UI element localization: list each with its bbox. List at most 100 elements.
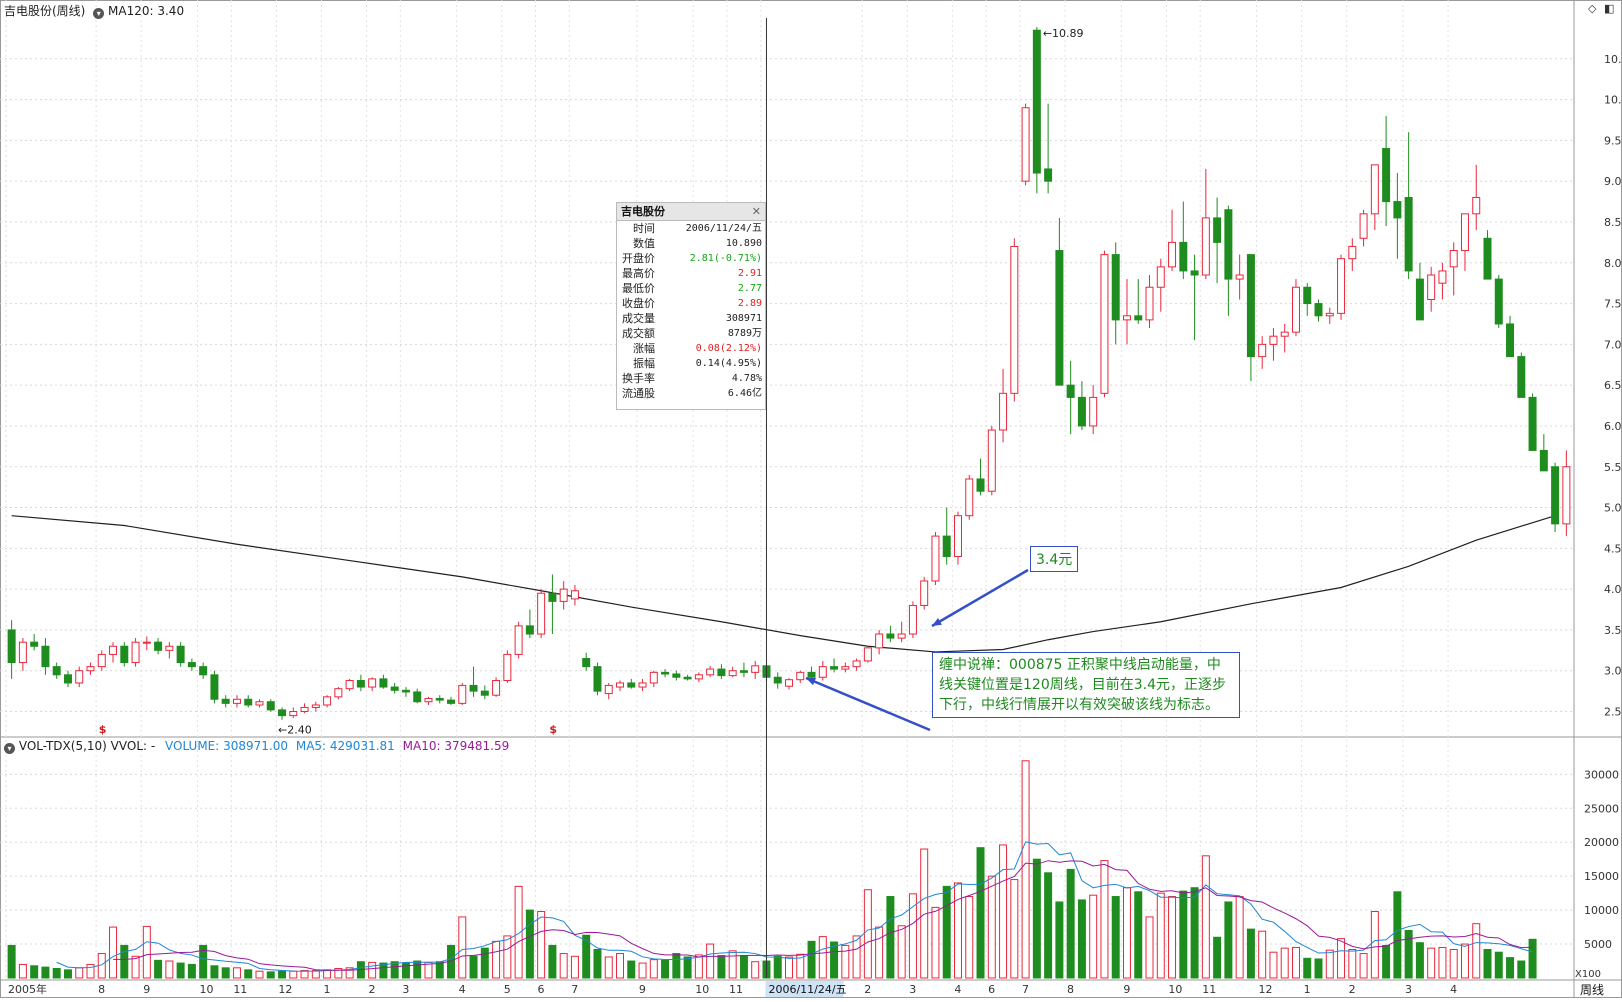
candle-body <box>334 688 343 698</box>
candle <box>390 682 399 694</box>
candle-body <box>379 678 388 688</box>
candle-body <box>1291 286 1300 333</box>
candle-body <box>401 689 410 693</box>
candle <box>447 696 456 705</box>
volume-bar <box>1348 948 1357 979</box>
volume-bar <box>469 955 478 979</box>
candle-body <box>604 684 613 695</box>
volume-bar <box>300 970 309 979</box>
date-tick-label: 4 <box>459 983 466 996</box>
info-row: 数值 10.890 <box>617 236 765 251</box>
volume-bar <box>987 875 996 979</box>
candle-body <box>559 588 568 602</box>
candle <box>796 670 805 683</box>
volume-ma10-line <box>113 860 1533 971</box>
comment-arrow <box>805 676 931 732</box>
gear-icon[interactable]: ▾ <box>4 743 15 754</box>
candle <box>458 682 467 705</box>
volume-bar <box>897 925 906 979</box>
candle-body <box>999 392 1008 431</box>
candle-body <box>210 674 219 700</box>
candle <box>875 629 884 655</box>
volume-bar <box>109 926 118 979</box>
candle <box>548 574 557 635</box>
info-panel[interactable]: 吉电股份 ✕ 时间 2006/11/24/五 数值 10.890 开盘价 2.81(-0.… <box>616 202 766 410</box>
candle-body <box>1100 254 1109 394</box>
volume-bar <box>401 962 410 979</box>
gear-icon[interactable]: ▾ <box>93 8 105 19</box>
candle-body <box>413 691 422 703</box>
volume-bar <box>931 906 940 979</box>
candle-body <box>796 671 805 681</box>
candle-body <box>717 668 726 677</box>
volume-bar <box>954 882 962 979</box>
info-value: 4.78% <box>731 373 762 384</box>
candle <box>830 658 839 673</box>
candle-body <box>728 670 737 677</box>
candle-body <box>1438 270 1447 284</box>
candle <box>1382 115 1391 227</box>
candle <box>1291 279 1300 337</box>
volume-bar <box>751 961 760 979</box>
candle-body <box>875 633 884 649</box>
volume-bar <box>41 966 50 979</box>
info-key: 收盘价 <box>622 297 655 310</box>
candle-body <box>311 704 320 708</box>
volume-bar <box>1303 957 1312 979</box>
candle-body <box>1562 466 1571 525</box>
candle <box>649 670 658 688</box>
candle-body <box>390 686 399 691</box>
candle <box>323 695 332 708</box>
volume-bar <box>593 948 602 979</box>
candle-body <box>920 580 929 606</box>
info-value: 0.14(4.95%) <box>695 358 762 369</box>
candle <box>7 620 16 679</box>
window-icon[interactable]: ◧ <box>1604 2 1615 15</box>
volume-bar <box>345 967 354 979</box>
volume-bar <box>694 954 703 979</box>
candle <box>706 665 715 678</box>
volume-bar <box>311 970 320 979</box>
candle-body <box>1427 274 1436 300</box>
candle-body <box>1449 250 1458 268</box>
price-tick-label: 6.00 <box>1604 420 1622 433</box>
candle <box>41 638 50 675</box>
candle <box>1528 393 1537 451</box>
candle <box>221 695 230 708</box>
candle-body <box>30 641 39 647</box>
volume-bar <box>1168 896 1177 979</box>
candle-body <box>424 697 433 703</box>
candle-body <box>954 515 962 557</box>
candle <box>627 678 636 689</box>
candle <box>30 634 39 651</box>
volume-bar <box>52 967 61 979</box>
candle-body <box>1348 245 1357 260</box>
close-icon[interactable]: ✕ <box>751 205 761 218</box>
candle <box>300 703 309 714</box>
candle <box>1145 275 1154 329</box>
candle-body <box>176 645 185 664</box>
volume-bar <box>1258 930 1267 979</box>
diamond-icon[interactable]: ◇ <box>1588 2 1597 15</box>
volume-grid <box>0 773 1574 945</box>
price-tick-label: 5.00 <box>1604 502 1622 515</box>
candle <box>1134 279 1143 324</box>
candle-body <box>1472 197 1481 215</box>
info-value: 10.890 <box>725 238 762 249</box>
price-tick-label: 7.00 <box>1604 338 1622 351</box>
volume-bar <box>525 909 534 979</box>
candle-body <box>300 706 309 713</box>
price-tick-label: 2.50 <box>1604 706 1622 719</box>
volume-bar <box>18 963 27 979</box>
volume-ma5: MA5: 429031.81 <box>295 739 395 753</box>
volume-bar <box>1314 958 1323 979</box>
volume-bar <box>514 885 523 979</box>
candle-body <box>1122 315 1131 321</box>
candle-body <box>1506 323 1515 358</box>
candle <box>176 642 185 667</box>
candle-body <box>1325 312 1334 317</box>
candle <box>379 674 388 689</box>
